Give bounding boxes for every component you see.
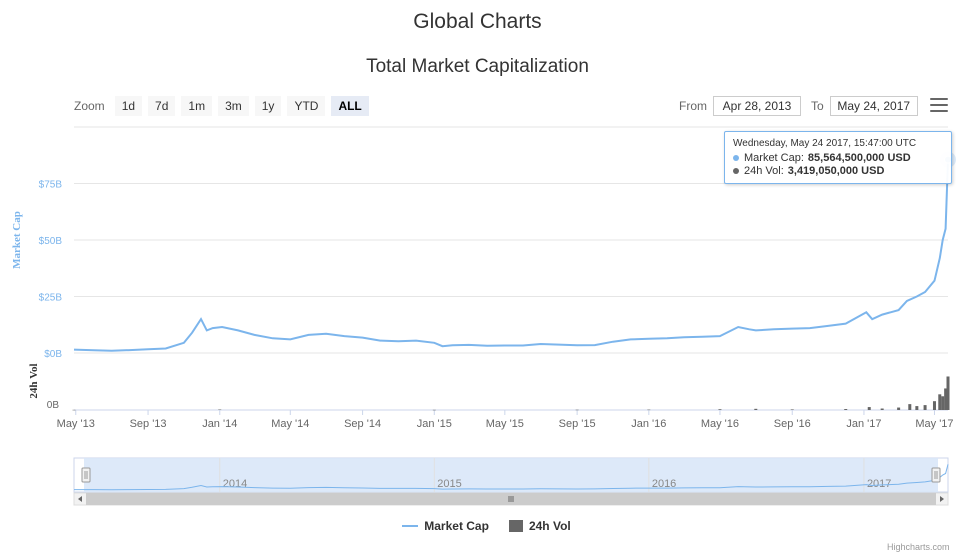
navigator-left-handle[interactable]	[81, 467, 91, 483]
x-tick-label: Sep '13	[130, 418, 167, 430]
tooltip-row-vol: 24h Vol: 3,419,050,000 USD	[733, 165, 943, 177]
x-tick-label: May '15	[486, 418, 524, 430]
zoom-1d-button[interactable]: 1d	[114, 96, 143, 116]
tooltip-market-cap-value: 85,564,500,000 USD	[807, 152, 911, 164]
volume-bar	[432, 409, 436, 411]
bar-swatch-icon	[508, 520, 523, 532]
legend-item-market-cap[interactable]: Market Cap	[402, 519, 489, 533]
zoom-bar: Zoom 1d 7d 1m 3m 1y YTD ALL	[74, 96, 371, 116]
zoom-3m-button[interactable]: 3m	[218, 96, 249, 116]
to-date-input[interactable]	[829, 96, 918, 116]
credits: Highcharts.com	[887, 542, 950, 552]
tooltip-vol-label: 24h Vol:	[744, 165, 784, 177]
volume-bar	[897, 407, 901, 410]
to-label: To	[811, 99, 824, 113]
y-tick-label: $50B	[39, 236, 63, 247]
hamburger-menu-icon[interactable]	[930, 98, 948, 112]
legend-vol-label: 24h Vol	[528, 519, 571, 533]
navigator-line	[74, 464, 949, 491]
volume-bar	[718, 409, 722, 410]
x-tick-label: Jan '16	[631, 418, 666, 430]
x-tick-label: Jan '15	[417, 418, 452, 430]
x-tick-label: May '14	[271, 418, 309, 430]
zoom-1m-button[interactable]: 1m	[181, 96, 213, 116]
volume-bar	[647, 409, 651, 411]
tooltip-vol-value: 3,419,050,000 USD	[787, 165, 885, 177]
vol-axis-title: 24h Vol	[28, 363, 40, 398]
volume-bar	[575, 409, 579, 411]
x-tick-label: Sep '14	[344, 418, 381, 430]
navigator-tick-label: 2014	[223, 478, 247, 490]
zoom-label: Zoom	[74, 99, 105, 113]
navigator-tick-label: 2015	[437, 478, 461, 490]
y-axis-title: Market Cap	[11, 211, 23, 269]
volume-bar	[908, 404, 912, 410]
volume-bar	[218, 409, 222, 411]
y-tick-label: $75B	[39, 180, 63, 191]
volume-bar	[867, 407, 871, 410]
page-title: Global Charts	[413, 10, 542, 33]
tooltip-row-market-cap: Market Cap: 85,564,500,000 USD	[733, 152, 943, 164]
scroll-left-arrow-icon[interactable]	[78, 496, 82, 502]
x-tick-label: Sep '16	[774, 418, 811, 430]
date-range: From To	[679, 96, 918, 116]
x-tick-label: May '17	[915, 418, 953, 430]
zoom-all-button[interactable]: ALL	[331, 96, 369, 116]
volume-bar	[923, 405, 927, 410]
volume-bar	[790, 409, 794, 410]
line-swatch-icon	[402, 525, 419, 527]
tooltip-header: Wednesday, May 24 2017, 15:47:00 UTC	[733, 138, 917, 149]
scroll-right-arrow-icon[interactable]	[940, 496, 944, 502]
x-tick-label: Sep '15	[559, 418, 596, 430]
zoom-ytd-button[interactable]: YTD	[287, 96, 326, 116]
y-tick-label: $0B	[44, 349, 62, 360]
navigator-tick-label: 2016	[652, 478, 676, 490]
volume-bar	[915, 406, 919, 410]
tooltip-market-cap-label: Market Cap:	[744, 152, 804, 164]
market-cap-line	[73, 159, 949, 352]
vol-dot-icon	[733, 168, 739, 174]
legend: Market Cap 24h Vol	[0, 519, 973, 533]
from-label: From	[679, 99, 707, 113]
legend-market-cap-label: Market Cap	[424, 519, 489, 533]
volume-bar	[72, 409, 76, 411]
y-tick-label: $25B	[39, 293, 63, 304]
volume-bar	[932, 401, 936, 410]
from-date-input[interactable]	[713, 96, 801, 116]
x-tick-label: Jan '14	[202, 418, 237, 430]
volume-bar	[946, 376, 950, 410]
x-tick-label: Jan '17	[846, 418, 881, 430]
tooltip: Wednesday, May 24 2017, 15:47:00 UTC Mar…	[724, 131, 952, 184]
volume-bar	[880, 408, 884, 410]
volume-bar	[938, 394, 942, 410]
volume-bar	[754, 408, 758, 410]
market-cap-dot-icon	[733, 155, 739, 161]
chart-title: Total Market Capitalization	[366, 56, 589, 77]
zoom-1y-button[interactable]: 1y	[254, 96, 282, 116]
volume-bar	[944, 388, 948, 410]
navigator-tick-label: 2017	[867, 478, 891, 490]
volume-bar	[844, 409, 848, 410]
navigator-right-handle[interactable]	[931, 467, 941, 483]
legend-item-vol[interactable]: 24h Vol	[508, 519, 571, 533]
vol-tick-label: 0B	[47, 400, 60, 411]
zoom-7d-button[interactable]: 7d	[148, 96, 176, 116]
x-tick-label: May '13	[57, 418, 95, 430]
x-tick-label: May '16	[701, 418, 739, 430]
volume-bar	[941, 396, 945, 410]
